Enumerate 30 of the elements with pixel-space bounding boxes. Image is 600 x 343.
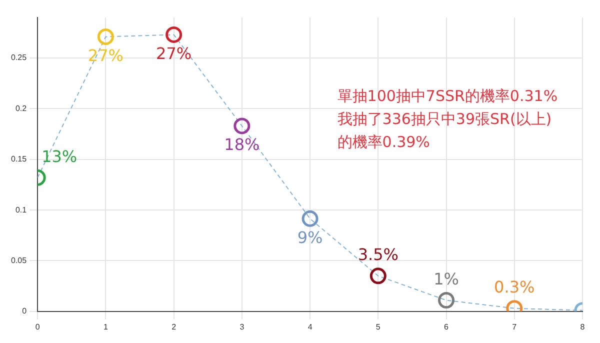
- data-label: 13%: [42, 146, 78, 166]
- x-tick-label: 2: [172, 322, 177, 332]
- data-label: 3.5%: [358, 245, 398, 264]
- x-tick-label: 7: [512, 322, 518, 332]
- point: [234, 118, 250, 134]
- data-label: 0.3%: [494, 278, 535, 297]
- y-tick-label: 0.05: [10, 256, 28, 265]
- data-label: 27%: [156, 44, 192, 63]
- x-tick-label: 5: [376, 322, 381, 332]
- data-label: 1%: [434, 269, 459, 288]
- x-tick-label: 3: [240, 322, 245, 332]
- data-label: 27%: [88, 46, 124, 65]
- point: [438, 292, 455, 308]
- y-tick-label: 0.25: [10, 53, 28, 62]
- x-tick-label: 8: [580, 322, 586, 332]
- y-tick-label: 0.1: [15, 205, 28, 214]
- point: [370, 268, 386, 284]
- x-tick-label: 0: [35, 322, 40, 332]
- data-label: 9%: [297, 228, 323, 247]
- point: [302, 210, 318, 227]
- data-label: 18%: [224, 135, 260, 154]
- y-tick-label: 0: [22, 306, 28, 316]
- x-tick-label: 4: [308, 322, 313, 332]
- x-tick-label: 6: [444, 322, 450, 332]
- point: [166, 26, 182, 43]
- y-tick-label: 0.2: [15, 104, 28, 113]
- point: [97, 28, 114, 46]
- y-tick-label: 0.15: [10, 154, 28, 164]
- annotation: 單抽100抽中7SSR的機率0.31% 我抽了336抽只中39張SR(以上) 的機率0.39%: [337, 86, 558, 151]
- x-tick-label: 1: [103, 322, 108, 332]
